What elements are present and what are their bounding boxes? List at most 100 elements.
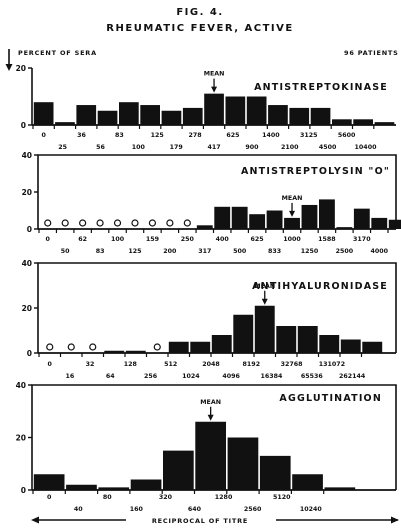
chart-panel-4: 0 20 40 AGGLUTINATION MEAN 0 80 320 1280 5120 40 16…: [16, 381, 397, 513]
x-tick-label: 65536: [301, 373, 324, 380]
x-tick-label: 160: [130, 506, 144, 513]
bar: [227, 437, 259, 490]
x-tick-label: 131072: [319, 361, 345, 368]
mean-label: MEAN: [204, 71, 225, 78]
x-tick-label: 4096: [222, 373, 240, 380]
x-tick-label: 0: [47, 494, 52, 501]
x-tick-label: 2500: [336, 248, 354, 255]
x-tick-label: 128: [124, 361, 137, 368]
bar: [204, 93, 224, 125]
bar: [388, 219, 401, 229]
bar: [362, 341, 383, 353]
bar: [319, 199, 335, 229]
x-tick-label: 4000: [371, 248, 389, 255]
x-tick-label: 100: [132, 144, 146, 151]
x-tick-label: 1000: [283, 236, 301, 243]
bar: [66, 484, 97, 490]
x-tick-label: 833: [268, 248, 281, 255]
zero-marker: [131, 219, 139, 227]
x-tick-label: 512: [164, 361, 177, 368]
x-tick-label: 159: [146, 236, 159, 243]
bar: [374, 122, 395, 125]
x-tick-label: 4500: [319, 144, 337, 151]
x-tick-label: 8192: [243, 361, 261, 368]
bar: [163, 450, 194, 490]
bar: [249, 214, 266, 229]
y-tick-label: 0: [21, 121, 26, 130]
y-axis-header: PERCENT OF SERA: [18, 49, 97, 57]
x-tick-label: 417: [207, 144, 220, 151]
bar: [233, 314, 254, 353]
panel-title: ANTISTREPTOKINASE: [254, 82, 388, 93]
zero-marker: [79, 219, 87, 227]
bar: [254, 305, 275, 353]
panel-title: ANTIHYALURONIDASE: [252, 281, 388, 292]
bar: [76, 105, 97, 125]
x-tick-label: 278: [189, 132, 202, 139]
x-tick-label: 83: [115, 132, 124, 139]
bar: [98, 487, 130, 490]
bar: [310, 107, 331, 125]
zero-marker: [183, 219, 191, 227]
bar: [246, 96, 267, 125]
bar: [130, 479, 162, 490]
x-tick-label: 16384: [261, 373, 284, 380]
bar: [268, 105, 288, 125]
x-tick-label: 625: [251, 236, 264, 243]
x-tick-label: 900: [245, 144, 259, 151]
y-tick-label: 40: [16, 381, 26, 390]
bar: [353, 119, 373, 125]
x-tick-label: 256: [144, 373, 158, 380]
patients-count: 96 PATIENTS: [344, 49, 399, 57]
y-tick-label: 20: [22, 304, 32, 313]
bar: [196, 225, 213, 229]
bar: [104, 350, 125, 353]
bar: [259, 455, 291, 490]
bar: [140, 105, 160, 125]
x-tick-label: 0: [48, 361, 53, 368]
x-tick-label: 200: [163, 248, 177, 255]
mean-label: MEAN: [254, 283, 275, 290]
x-tick-label: 317: [198, 248, 211, 255]
x-tick-label: 80: [103, 494, 112, 501]
x-tick-label: 56: [96, 144, 105, 151]
chart-panel-1: 0 20 ANTISTREPTOKINASE MEAN 0 36 83 125 278 625 14…: [16, 64, 396, 151]
bar: [119, 102, 139, 125]
bar: [225, 96, 246, 125]
y-tick-label: 0: [27, 225, 32, 234]
x-tick-label: 32: [86, 361, 95, 368]
x-tick-label: 100: [111, 236, 125, 243]
y-tick-label: 20: [22, 188, 32, 197]
x-tick-label: 400: [216, 236, 230, 243]
bar: [97, 110, 118, 125]
y-tick-label: 20: [16, 64, 26, 73]
x-tick-label: 3170: [353, 236, 371, 243]
x-tick-label: 2048: [202, 361, 220, 368]
zero-marker: [46, 343, 54, 351]
bar: [214, 206, 231, 229]
bar: [211, 335, 232, 353]
x-tick-label: 250: [181, 236, 195, 243]
x-tick-label: 640: [188, 506, 202, 513]
x-tick-label: 2560: [244, 506, 262, 513]
x-tick-label: 36: [77, 132, 86, 139]
x-tick-label: 83: [96, 248, 105, 255]
x-tick-label: 500: [233, 248, 247, 255]
bar: [371, 217, 388, 229]
y-tick-label: 20: [16, 434, 26, 443]
bar: [301, 204, 318, 229]
mean-arrow-head: [207, 414, 214, 421]
y-tick-label: 0: [27, 349, 32, 358]
x-tick-label: 2100: [281, 144, 299, 151]
bar: [340, 339, 361, 353]
figure-title: FIG. 4.: [176, 7, 223, 18]
bar: [292, 474, 323, 490]
x-tick-label: 10400: [355, 144, 378, 151]
x-axis-caption-arrow: [31, 514, 399, 526]
y-tick-label: 0: [21, 486, 26, 495]
zero-marker: [67, 343, 75, 351]
x-tick-label: 50: [61, 248, 70, 255]
bar: [33, 474, 65, 490]
x-tick-label: 1280: [215, 494, 233, 501]
